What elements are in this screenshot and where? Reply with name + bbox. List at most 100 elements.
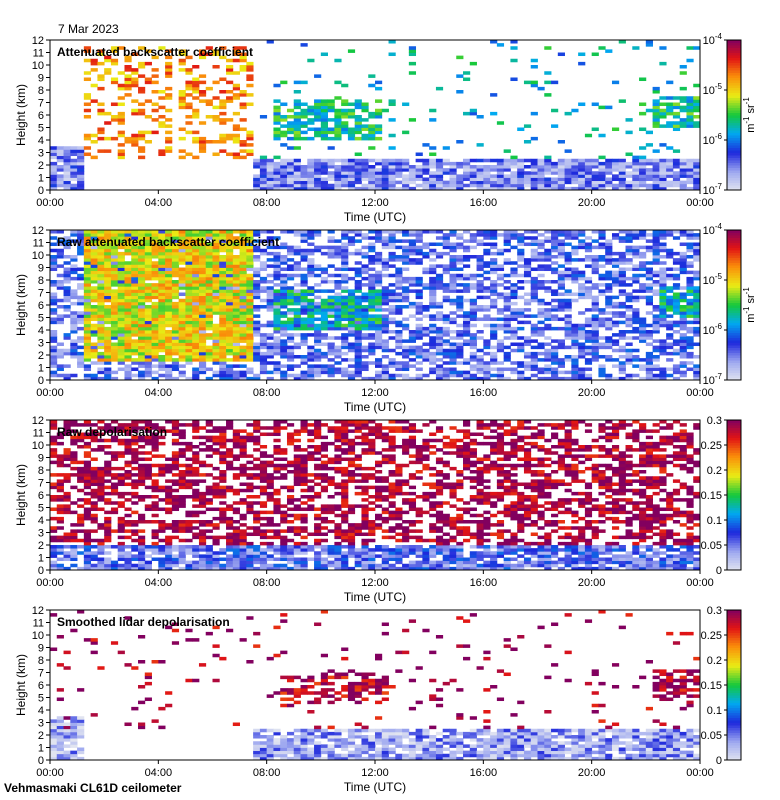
heatmap-cell [375,251,383,256]
heatmap-cell [334,273,342,278]
heatmap-cell [63,426,71,430]
heatmap-cell [90,248,98,253]
colorbar-segment [727,47,741,51]
heatmap-cell [232,86,240,91]
heatmap-cell [530,298,538,303]
heatmap-cell [151,308,159,312]
colorbar-segment [727,255,741,258]
heatmap-cell [442,236,450,240]
heatmap-cell [618,355,626,359]
heatmap-cell [449,348,457,353]
heatmap-cell [693,180,701,185]
heatmap-cell [97,298,105,303]
heatmap-cell [672,183,681,188]
heatmap-cell [63,348,71,353]
heatmap-cell [686,161,694,166]
heatmap-cell [517,361,525,365]
heatmap-cell [368,186,376,191]
heatmap-cell [205,351,213,356]
heatmap-cell [124,292,132,297]
heatmap-cell [226,96,234,100]
heatmap-cell [117,258,125,262]
heatmap-cell [693,326,701,331]
heatmap-cell [56,454,64,458]
heatmap-cell [598,171,606,175]
heatmap-cell [280,373,288,378]
heatmap-cell [239,345,247,350]
heatmap-cell [56,479,64,483]
heatmap-cell [666,273,674,278]
heatmap-cell [97,361,105,365]
heatmap-cell [178,301,186,306]
heatmap-cell [639,251,647,256]
heatmap-cell [314,233,322,237]
heatmap-cell [449,273,457,278]
heatmap-cell [280,370,288,375]
heatmap-cell [314,351,322,356]
heatmap-cell [611,236,620,240]
heatmap-cell [645,233,653,237]
heatmap-cell [449,177,457,182]
heatmap-cell [138,102,146,107]
heatmap-cell [591,351,599,356]
heatmap-cell [666,342,674,347]
heatmap-cell [97,74,105,78]
heatmap-cell [327,345,335,350]
heatmap-cell [483,236,491,240]
heatmap-cell [239,333,247,337]
heatmap-cell [666,314,674,318]
heatmap-cell [435,314,444,318]
heatmap-cell [232,311,240,315]
heatmap-cell [158,233,166,237]
colorbar-segment [727,362,741,366]
heatmap-cell [347,342,356,347]
heatmap-cell [517,376,525,381]
heatmap-cell [212,152,220,157]
heatmap-cell [571,161,579,166]
heatmap-cell [679,242,687,247]
heatmap-cell [354,130,362,135]
heatmap-cell [212,270,220,275]
heatmap-cell [293,298,301,303]
heatmap-cell [381,236,389,240]
heatmap-cell [259,339,268,343]
heatmap-cell [334,314,342,318]
heatmap-cell [138,326,146,331]
heatmap-cell [334,80,342,85]
heatmap-cell [90,261,98,265]
y-tick-label: 0 [38,185,44,197]
heatmap-cell [232,348,240,353]
heatmap-cell [259,351,268,356]
heatmap-cell [469,245,477,250]
heatmap-cell [151,305,159,309]
heatmap-cell [381,314,389,318]
heatmap-cell [246,152,254,157]
heatmap-cell [659,339,667,343]
heatmap-cell [347,267,356,272]
heatmap-cell [165,348,173,353]
heatmap-cell [90,351,98,356]
y-tick-label: 12 [32,35,44,47]
heatmap-cell [503,280,511,284]
heatmap-cell [530,136,538,141]
heatmap-cell [286,320,295,325]
heatmap-cell [97,551,105,555]
heatmap-cell [557,280,565,284]
heatmap-cell [435,326,444,331]
heatmap-cell [605,239,613,243]
heatmap-cell [652,355,660,359]
heatmap-cell [429,342,437,347]
heatmap-cell [686,361,694,365]
heatmap-cell [320,183,328,188]
heatmap-cell [557,326,565,331]
heatmap-cell [639,171,647,175]
heatmap-cell [347,333,356,337]
heatmap-cell [97,108,105,113]
heatmap-cell [226,376,234,381]
heatmap-cell [530,314,538,318]
heatmap-cell [368,301,376,306]
heatmap-cell [435,171,444,175]
heatmap-cell [286,367,295,372]
colorbar-segment [727,177,741,181]
heatmap-cell [578,233,586,237]
